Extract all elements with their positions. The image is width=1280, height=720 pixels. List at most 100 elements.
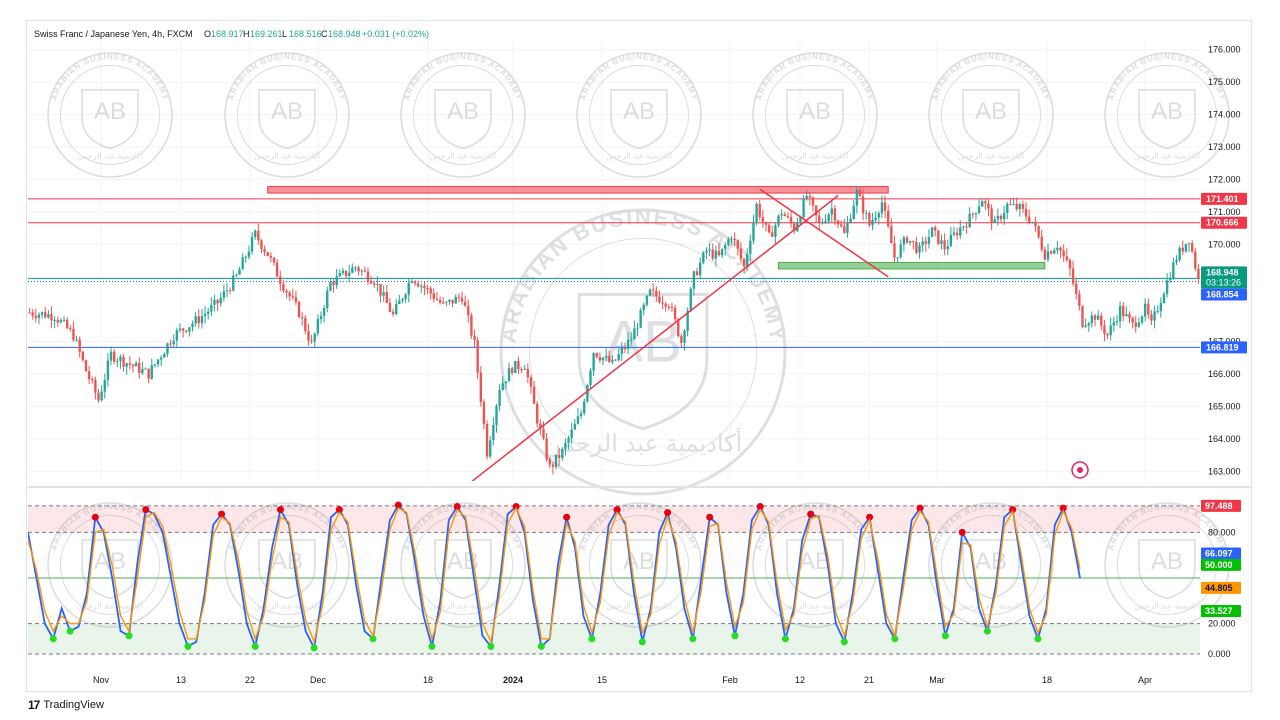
watermark-ring-textpath: ARABIAN BUSINESS ACADEMY (49, 52, 170, 101)
watermark-ring (224, 52, 350, 178)
candle-body (269, 255, 273, 258)
candle-body (247, 251, 251, 257)
ohlc-label: H (243, 29, 250, 39)
time-tick-label: Apr (1138, 675, 1152, 685)
candle-body (924, 241, 927, 244)
candle-body (758, 203, 761, 218)
time-axis[interactable]: Nov 13 22 Dec 18 2024 15 Feb 12 21 Mar 18 Apr (93, 675, 1152, 685)
candle-body (1056, 247, 1059, 251)
candle-body (335, 276, 338, 286)
candle-body (454, 296, 457, 304)
watermark-inner-ring (764, 64, 866, 166)
candle-body (962, 226, 965, 228)
buy-signal-dot (731, 632, 739, 640)
price-axis[interactable]: 176.000 175.000 174.000 173.000 172.000 171.0… (1208, 45, 1241, 477)
candle-body (1143, 303, 1147, 317)
candle-body (275, 262, 279, 277)
candle-body (385, 292, 388, 303)
stochastic-label-badge (1201, 605, 1241, 618)
candle-body (855, 189, 859, 206)
oversold-band (28, 623, 1200, 654)
candle-body (630, 339, 633, 341)
candle-body (1081, 306, 1084, 327)
candle-body (636, 327, 639, 329)
candle-body (1147, 303, 1150, 315)
candle-body (861, 196, 865, 214)
candle-body (868, 213, 871, 226)
candle-body (883, 202, 887, 211)
candle-body (134, 363, 138, 367)
candle-body (561, 448, 564, 458)
candle-body (586, 385, 589, 402)
candle-body (106, 360, 110, 380)
price-label-value: 171.401 (1206, 194, 1239, 204)
candle-body (733, 238, 736, 241)
candle-body (1009, 203, 1012, 205)
candle-body (382, 292, 385, 296)
tradingview-brand[interactable]: 17 TradingView (28, 698, 104, 712)
candle-body (601, 357, 605, 361)
candle-body (228, 290, 232, 292)
candle-body (780, 214, 783, 216)
time-tick-label: 12 (795, 675, 805, 685)
watermark-ring-textpath: ARABIAN BUSINESS ACADEMY (930, 52, 1051, 101)
candle-body (814, 205, 818, 216)
candle-body (467, 306, 470, 316)
candle-body (664, 303, 667, 307)
watermark-monogram: AB (604, 310, 681, 375)
candle-body (865, 213, 868, 215)
candle-body (109, 351, 113, 361)
sell-signal-dot (664, 509, 672, 517)
candle-body (410, 281, 414, 283)
candle-body (1106, 333, 1109, 336)
candle-body (1162, 294, 1166, 304)
stochastic-tick-label: 80.000 (1208, 527, 1236, 537)
candle-body (908, 240, 912, 243)
candle-body (310, 340, 313, 342)
candle-body (658, 296, 661, 303)
candle-body (1002, 212, 1006, 220)
candle-body (821, 222, 824, 224)
candle-body (34, 315, 38, 318)
candle-body (836, 220, 840, 225)
candle-body (805, 195, 808, 199)
candle-body (181, 328, 185, 331)
shield-icon (1138, 539, 1196, 600)
candle-body (874, 217, 877, 221)
stochastic-axis[interactable]: 80.000 20.000 0.000 (1208, 527, 1236, 659)
buy-signal-dot (125, 632, 133, 640)
buy-signal-dot (941, 632, 949, 640)
symbol-title: Swiss Franc / Japanese Yen, 4h, FXCM (34, 29, 193, 39)
watermark-monogram: AB (975, 98, 1007, 125)
candle-body (999, 215, 1003, 220)
candle-body (645, 295, 649, 305)
candle-body (307, 331, 310, 341)
candle-body (523, 368, 526, 370)
candle-body (373, 283, 376, 285)
candle-body (147, 368, 150, 379)
alert-icon[interactable] (1071, 461, 1089, 479)
candle-body (1165, 280, 1169, 295)
candle-body (257, 230, 260, 241)
sell-signal-dot (807, 510, 815, 518)
watermark-ring (400, 52, 526, 178)
candle-body (843, 226, 846, 233)
candle-body (749, 240, 752, 254)
candle-body (37, 314, 41, 318)
time-tick-label: 18 (423, 675, 433, 685)
candle-body (977, 206, 981, 214)
price-label-countdown: 03:13:26 (1206, 277, 1241, 287)
candle-body (398, 300, 401, 305)
watermark-ring-text: ARABIAN BUSINESS ACADEMY (49, 52, 171, 101)
stochastic-label-value: 66.097 (1205, 549, 1233, 559)
candle-body (235, 274, 238, 276)
watermark-monogram: AB (447, 98, 479, 125)
candle-body (811, 197, 815, 206)
candle-body (125, 363, 128, 367)
watermark-arabic-text: أكاديمية عبد الرحمن (782, 599, 848, 610)
candle-body (87, 371, 91, 380)
candle-body (702, 252, 705, 263)
ohlc-value: 168.948 (328, 29, 361, 39)
